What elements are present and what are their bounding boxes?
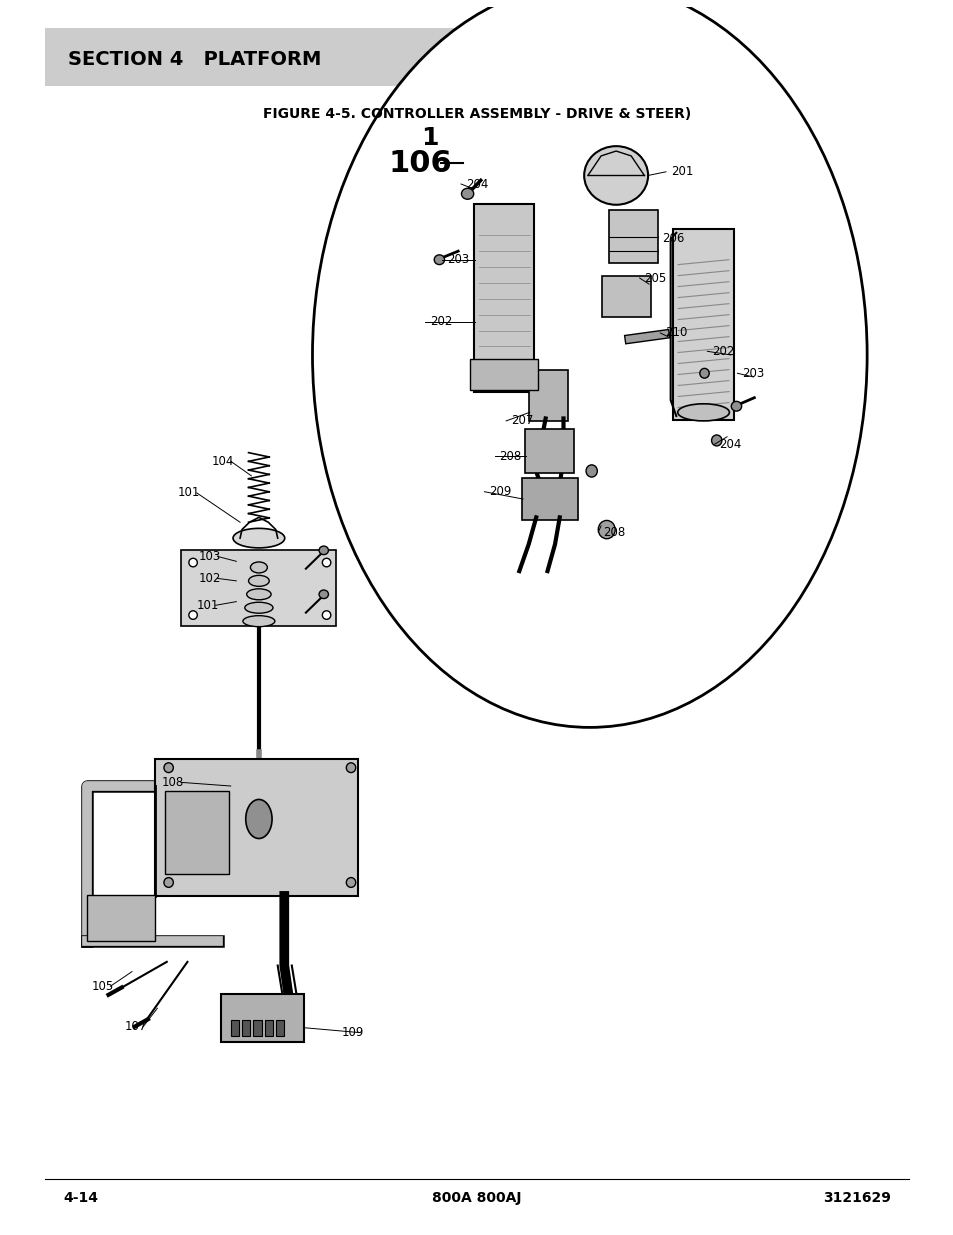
Text: 205: 205: [643, 272, 666, 284]
Ellipse shape: [583, 146, 647, 205]
Ellipse shape: [322, 558, 331, 567]
Text: 4-14: 4-14: [63, 1191, 98, 1204]
Text: 3121629: 3121629: [821, 1191, 890, 1204]
FancyBboxPatch shape: [528, 369, 568, 421]
Ellipse shape: [461, 188, 474, 199]
Ellipse shape: [189, 611, 197, 619]
Ellipse shape: [249, 576, 269, 587]
Text: 201: 201: [670, 165, 692, 178]
Text: FIGURE 4-5. CONTROLLER ASSEMBLY - DRIVE & STEER): FIGURE 4-5. CONTROLLER ASSEMBLY - DRIVE …: [263, 107, 690, 121]
Ellipse shape: [700, 368, 708, 378]
FancyBboxPatch shape: [275, 1020, 284, 1036]
Text: 210: 210: [664, 326, 687, 340]
Ellipse shape: [251, 562, 267, 573]
Ellipse shape: [677, 404, 729, 421]
Ellipse shape: [434, 254, 444, 264]
FancyBboxPatch shape: [231, 1020, 239, 1036]
Ellipse shape: [346, 878, 355, 888]
FancyBboxPatch shape: [221, 994, 304, 1042]
Ellipse shape: [233, 529, 284, 548]
Text: 203: 203: [741, 367, 763, 380]
Text: 1: 1: [421, 126, 438, 149]
Text: 204: 204: [719, 437, 741, 451]
Text: 207: 207: [510, 415, 533, 427]
FancyBboxPatch shape: [264, 1020, 273, 1036]
FancyBboxPatch shape: [45, 27, 533, 86]
FancyBboxPatch shape: [253, 1020, 261, 1036]
Text: 102: 102: [198, 572, 221, 585]
FancyBboxPatch shape: [474, 204, 534, 391]
FancyBboxPatch shape: [521, 478, 577, 520]
Ellipse shape: [322, 611, 331, 619]
Ellipse shape: [164, 763, 173, 773]
Text: 108: 108: [162, 776, 184, 789]
Text: 202: 202: [711, 345, 734, 358]
FancyBboxPatch shape: [165, 790, 229, 874]
Ellipse shape: [245, 603, 273, 614]
Text: 106: 106: [388, 148, 452, 178]
Ellipse shape: [189, 558, 197, 567]
Ellipse shape: [585, 464, 597, 477]
Ellipse shape: [247, 589, 271, 600]
Ellipse shape: [598, 520, 615, 538]
Text: 800A 800AJ: 800A 800AJ: [432, 1191, 521, 1204]
Text: 107: 107: [124, 1020, 147, 1032]
Ellipse shape: [313, 0, 866, 727]
Ellipse shape: [243, 616, 274, 626]
Ellipse shape: [318, 546, 328, 555]
FancyBboxPatch shape: [470, 358, 537, 390]
FancyBboxPatch shape: [673, 230, 733, 420]
Ellipse shape: [246, 799, 272, 839]
Ellipse shape: [711, 435, 721, 446]
FancyBboxPatch shape: [181, 551, 335, 626]
FancyBboxPatch shape: [524, 430, 574, 473]
Ellipse shape: [346, 763, 355, 773]
Text: 206: 206: [661, 232, 684, 246]
Text: 209: 209: [489, 485, 511, 498]
FancyBboxPatch shape: [601, 275, 650, 317]
Ellipse shape: [318, 590, 328, 599]
Text: 104: 104: [212, 454, 234, 468]
Text: 105: 105: [91, 979, 113, 993]
Text: 203: 203: [446, 253, 469, 267]
Text: 101: 101: [178, 487, 200, 499]
FancyBboxPatch shape: [242, 1020, 251, 1036]
Text: 202: 202: [430, 315, 452, 329]
Ellipse shape: [731, 401, 740, 411]
Ellipse shape: [164, 878, 173, 888]
FancyBboxPatch shape: [87, 894, 155, 941]
Text: 208: 208: [602, 526, 624, 538]
Text: SECTION 4   PLATFORM: SECTION 4 PLATFORM: [68, 49, 321, 69]
Text: 208: 208: [499, 450, 521, 463]
Text: 101: 101: [196, 599, 219, 611]
Text: 109: 109: [341, 1026, 364, 1039]
FancyBboxPatch shape: [608, 210, 657, 263]
Text: 103: 103: [198, 550, 221, 563]
Text: 204: 204: [465, 178, 488, 190]
FancyBboxPatch shape: [155, 760, 357, 895]
